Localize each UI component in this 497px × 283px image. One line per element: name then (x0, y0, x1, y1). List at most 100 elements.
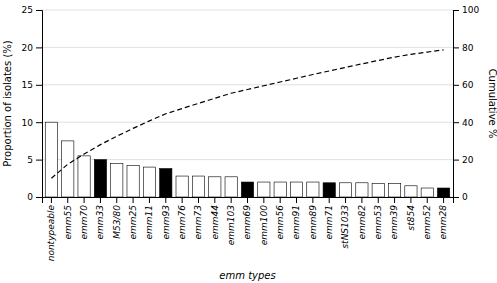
tick-mark (394, 197, 395, 203)
tick-mark (36, 122, 42, 123)
y-axis: 0510152025 (22, 5, 43, 202)
cumulative-line (51, 50, 443, 178)
tick: emm103 (226, 197, 236, 245)
tick: 0 (453, 192, 468, 202)
tick-mark (36, 197, 42, 198)
tick: st854 (406, 197, 416, 230)
bar (437, 188, 449, 197)
grid (42, 10, 453, 197)
tick: 15 (22, 80, 42, 90)
tick-label: 40 (462, 118, 474, 128)
grid-line (42, 47, 453, 48)
tick-mark (133, 197, 134, 203)
x-axis-title: emm types (219, 270, 275, 281)
tick-mark (149, 197, 150, 203)
tick-label: emm89 (308, 205, 318, 240)
tick-label: 0 (462, 192, 468, 202)
tick-label: emm56 (275, 205, 285, 240)
y2-axis: 0 20 40 60 80 100 (453, 5, 479, 202)
tick-mark (296, 197, 297, 203)
tick-mark (329, 197, 330, 203)
axis-line (36, 11, 43, 198)
tick: emm89 (308, 197, 318, 240)
bar (258, 182, 270, 197)
tick-label: 20 (22, 43, 34, 53)
tick-mark (453, 160, 459, 161)
tick: nontypeable (46, 197, 56, 261)
bar (339, 183, 351, 197)
bar (290, 182, 302, 197)
tick: emm25 (128, 197, 138, 240)
tick-label: 0 (27, 192, 33, 202)
tick-label: 5 (27, 155, 33, 165)
tick-label: emm28 (438, 205, 448, 240)
tick-mark (165, 197, 166, 203)
grid-line (42, 122, 453, 123)
chart: nontypeableemm55emm70emm33M53/80emm25emm… (0, 0, 497, 283)
tick: emm91 (291, 197, 301, 240)
tick-mark (312, 197, 313, 203)
tick-label: 15 (22, 80, 33, 90)
tick-mark (453, 10, 459, 11)
tick-label: emm25 (128, 205, 138, 240)
tick-mark (378, 197, 379, 203)
marks (45, 50, 449, 197)
tick-label: 60 (462, 80, 474, 90)
tick: emm71 (324, 197, 334, 240)
y2-axis-title: Cumulative % (487, 69, 497, 139)
tick-label: 80 (462, 43, 474, 53)
tick-mark (182, 197, 183, 203)
tick-mark (453, 122, 459, 123)
grid-line (42, 84, 453, 85)
tick: 100 (453, 5, 479, 15)
tick-mark (231, 197, 232, 203)
tick-mark (67, 197, 68, 203)
bar (274, 182, 286, 197)
tick-label: emm69 (242, 205, 252, 240)
tick: emm56 (275, 197, 285, 240)
tick: emm93 (161, 197, 171, 240)
tick: 80 (453, 43, 474, 53)
tick-mark (453, 47, 459, 48)
tick: emm44 (210, 197, 220, 240)
tick-label: emm73 (193, 205, 203, 240)
bar (78, 156, 90, 197)
tick-mark (36, 10, 42, 11)
tick-label: emm44 (210, 205, 220, 240)
tick-mark (36, 85, 42, 86)
y-axis-title: Proportion of isolates (%) (2, 40, 13, 166)
tick-label: emm33 (95, 205, 105, 240)
tick-mark (453, 197, 459, 198)
tick-label: emm55 (63, 205, 73, 240)
tick-mark (263, 197, 264, 203)
tick-mark (247, 197, 248, 203)
tick-mark (453, 85, 459, 86)
tick: emm53 (373, 197, 383, 240)
tick: 25 (22, 5, 42, 15)
tick-label: 100 (462, 5, 479, 15)
bar (241, 182, 253, 197)
tick-label: emm100 (259, 205, 269, 246)
tick: emm73 (193, 197, 203, 240)
tick-label: emm76 (177, 205, 187, 240)
tick: 5 (27, 155, 42, 165)
bar (143, 167, 155, 197)
bar (127, 166, 139, 197)
tick-label: st854 (406, 205, 416, 231)
tick-mark (280, 197, 281, 203)
bars (45, 122, 449, 197)
tick: 20 (22, 43, 42, 53)
bar (405, 186, 417, 197)
tick: 40 (453, 118, 474, 128)
tick: emm39 (389, 197, 399, 240)
tick: 20 (453, 155, 474, 165)
tick: emm82 (357, 197, 367, 240)
tick-label: emm71 (324, 205, 334, 240)
x-axis: nontypeableemm55emm70emm33M53/80emm25emm… (43, 197, 454, 261)
bar (323, 183, 335, 197)
tick-label: M53/80 (112, 205, 122, 239)
tick: 0 (27, 192, 42, 202)
tick: 60 (453, 80, 474, 90)
tick-mark (345, 197, 346, 203)
bar (176, 176, 188, 197)
